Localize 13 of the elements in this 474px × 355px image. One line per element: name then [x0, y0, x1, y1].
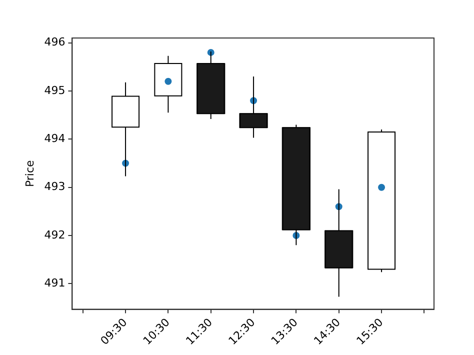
y-tick-label: 494: [44, 132, 66, 146]
candlestick: [154, 55, 182, 114]
y-tick-label: 493: [44, 180, 66, 194]
candlestick: [368, 129, 396, 273]
y-tick-label: 491: [44, 276, 66, 290]
y-tick-label: 496: [44, 36, 66, 49]
y-axis-title: Price: [23, 160, 36, 188]
candlestick: [324, 188, 354, 298]
point: [378, 184, 386, 191]
candlestick: [282, 124, 311, 246]
y-tick-label: 495: [44, 84, 66, 97]
y-tick-label: 492: [44, 228, 66, 242]
point: [164, 78, 172, 85]
